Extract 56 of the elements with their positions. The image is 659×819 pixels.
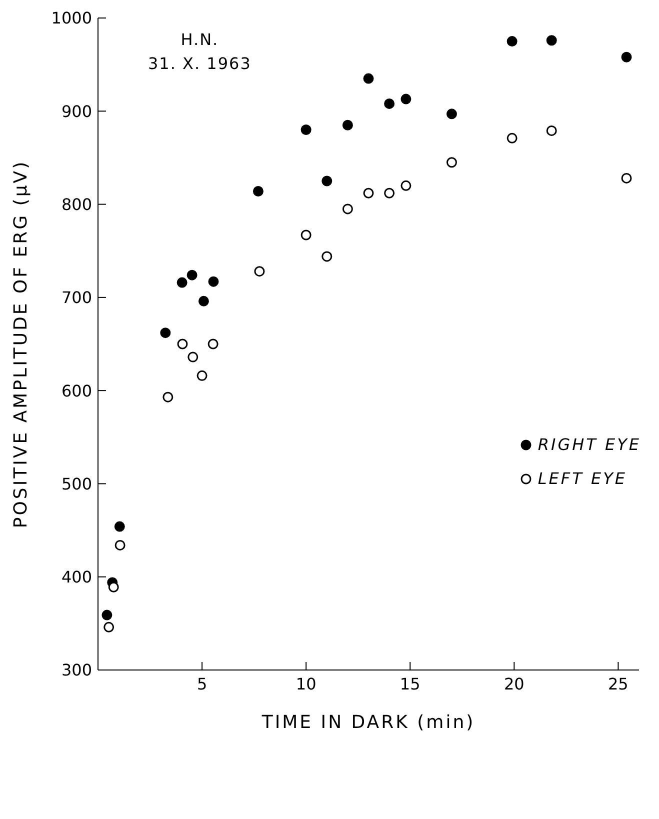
point: [114, 521, 125, 532]
point: [108, 582, 119, 592]
point: [506, 132, 518, 144]
x-tick-label: 20: [504, 674, 524, 694]
point: [177, 338, 188, 350]
point: [400, 94, 412, 104]
y-axis-title: POSITIVE AMPLITUDE OF ERG (µV): [10, 160, 32, 528]
y-tick-label: 500: [61, 474, 92, 494]
legend-label: RIGHT EYE: [538, 434, 641, 456]
point: [384, 98, 395, 109]
point: [208, 338, 218, 350]
point: [252, 186, 264, 196]
point: [363, 73, 374, 84]
annotation: H.N.: [180, 29, 220, 51]
point: [300, 124, 312, 136]
point: [196, 370, 208, 381]
y-tick-label: 1000: [51, 8, 92, 28]
point: [621, 52, 632, 62]
point: [102, 610, 112, 620]
point: [322, 251, 332, 262]
x-axis-title: TIME IN DARK (min): [260, 712, 476, 733]
point: [322, 176, 332, 186]
x-tick-label: 25: [608, 674, 628, 694]
point: [176, 277, 188, 288]
y-tick-label: 400: [61, 568, 92, 587]
point: [506, 36, 518, 47]
point: [400, 180, 412, 191]
legend-label: LEFT EYE: [538, 468, 627, 490]
point: [546, 125, 557, 136]
point: [384, 188, 395, 198]
point: [114, 540, 126, 550]
point: [188, 352, 198, 362]
point: [363, 188, 374, 198]
point: [446, 108, 457, 120]
point: [160, 328, 171, 338]
y-tick-label: 800: [61, 194, 92, 214]
y-tick-label: 900: [61, 102, 92, 121]
point: [208, 276, 219, 287]
point: [446, 157, 457, 168]
point: [342, 204, 353, 214]
annotation: 31. X. 1963: [148, 53, 252, 75]
point: [162, 392, 174, 402]
point: [300, 230, 312, 240]
point: [104, 622, 114, 632]
x-tick-label: 15: [400, 674, 420, 694]
point: [621, 172, 632, 184]
y-tick-label: 600: [61, 381, 92, 400]
x-tick-label: 5: [196, 674, 208, 694]
point: [254, 266, 265, 277]
y-tick-label: 700: [61, 288, 92, 308]
point: [546, 35, 557, 46]
x-tick-label: 10: [296, 674, 316, 694]
point: [186, 270, 198, 280]
y-tick-label: 300: [61, 660, 92, 680]
point: [198, 296, 209, 306]
point: [342, 120, 353, 130]
